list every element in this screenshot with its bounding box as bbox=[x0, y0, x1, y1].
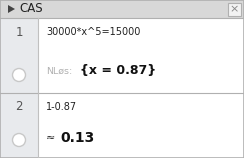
Text: 1-0.87: 1-0.87 bbox=[46, 102, 77, 112]
Bar bbox=[0, 18, 244, 93]
Bar bbox=[0, 18, 38, 93]
Text: NLøs:: NLøs: bbox=[46, 67, 72, 76]
Text: 2: 2 bbox=[15, 100, 23, 113]
Bar bbox=[0, 93, 244, 158]
Polygon shape bbox=[8, 5, 15, 13]
Bar bbox=[0, 93, 38, 158]
Circle shape bbox=[12, 69, 26, 82]
Text: {x = 0.87}: {x = 0.87} bbox=[80, 64, 156, 78]
Text: 1: 1 bbox=[15, 25, 23, 39]
Bar bbox=[228, 3, 241, 15]
Circle shape bbox=[12, 134, 26, 146]
Bar bbox=[0, 0, 244, 18]
Text: CAS: CAS bbox=[19, 3, 43, 15]
Text: ×: × bbox=[230, 4, 239, 14]
Text: ≈: ≈ bbox=[46, 133, 55, 143]
Text: 30000*x^5=15000: 30000*x^5=15000 bbox=[46, 27, 140, 37]
Text: 0.13: 0.13 bbox=[60, 131, 94, 145]
